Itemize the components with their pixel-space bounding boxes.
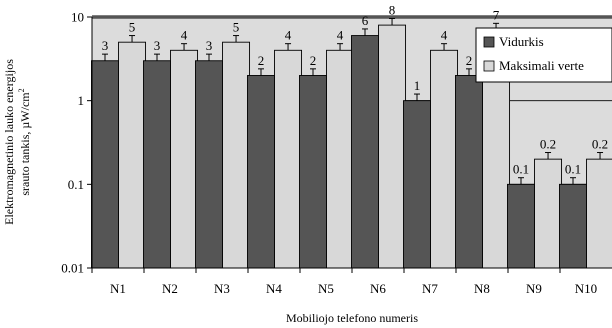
data-label: 2 (466, 53, 473, 68)
data-label: 2 (258, 53, 265, 68)
bar-maksimali-N1 (118, 41, 147, 269)
bar-maksimali-N2 (170, 49, 199, 269)
data-label: 1 (414, 78, 421, 93)
y-tick-label: 0.01 (61, 261, 84, 276)
bar-maksimali-N5 (326, 49, 355, 269)
y-axis-title-unit: srauto tankis, µW/cm (18, 92, 32, 196)
bar-vidurkis-N1 (91, 60, 119, 269)
bar-vidurkis-N4 (247, 75, 275, 269)
bar-vidurkis-N8 (455, 75, 483, 269)
x-tick-label: N5 (318, 281, 334, 296)
bar-maksimali-N3 (222, 41, 251, 269)
data-label: 0.2 (592, 137, 608, 152)
bar-maksimali-N4 (274, 49, 303, 269)
data-label: 0.1 (513, 162, 529, 177)
x-tick-label: N7 (422, 281, 438, 296)
data-label: 2 (310, 53, 317, 68)
legend-label-vidurkis: Vidurkis (499, 34, 544, 49)
data-label: 4 (285, 28, 292, 43)
data-label: 3 (206, 38, 213, 53)
y-ticks: 0.01 0.1 1 10 (61, 10, 92, 276)
bar-vidurkis-N5 (299, 75, 327, 269)
bar-vidurkis-N7 (403, 100, 431, 269)
bar-vidurkis-N6 (351, 35, 379, 269)
bar-vidurkis-N10 (559, 183, 587, 269)
bar-vidurkis-N2 (143, 60, 171, 269)
bar-maksimali-N7 (430, 49, 459, 269)
data-label: 3 (154, 38, 161, 53)
x-tick-label: N8 (474, 281, 490, 296)
data-label: 3 (102, 38, 109, 53)
x-ticks: N1 N2 N3 N4 N5 N6 N7 N8 N9 N10 (91, 268, 597, 296)
y-tick-label: 10 (71, 10, 84, 25)
data-label: 5 (129, 20, 136, 35)
x-axis-title: Mobiliojo telefono numeris (286, 311, 418, 325)
data-label: 8 (389, 2, 396, 17)
data-label: 0.1 (565, 162, 581, 177)
legend-box (475, 27, 612, 83)
bar-maksimali-N9 (534, 158, 563, 269)
y-axis-title-line2: srauto tankis, µW/cm2 (17, 88, 32, 195)
y-tick-label: 1 (78, 93, 85, 108)
data-label: 5 (233, 20, 240, 35)
data-label: 4 (441, 28, 448, 43)
y-axis-title: Elektromagnetinio lauko energijos srauto… (2, 59, 32, 225)
data-label: 6 (362, 13, 369, 28)
x-tick-label: N1 (110, 281, 126, 296)
legend-swatch-maksimali (483, 60, 495, 72)
data-label: 4 (337, 28, 344, 43)
x-tick-label: N10 (575, 281, 597, 296)
y-axis-title-superscript: 2 (17, 88, 26, 92)
x-tick-label: N4 (266, 281, 282, 296)
data-label: 0.2 (540, 137, 556, 152)
bar-maksimali-N6 (378, 24, 407, 269)
x-tick-label: N9 (526, 281, 542, 296)
data-labels: 3 5 3 4 3 5 2 4 2 4 6 8 1 4 2 7 0.1 0.2 0.1 0.2 (102, 2, 608, 176)
y-tick-label: 0.1 (68, 177, 84, 192)
x-tick-label: N2 (162, 281, 178, 296)
bar-vidurkis-N3 (195, 60, 223, 269)
data-label: 7 (493, 7, 500, 22)
legend-swatch-vidurkis (483, 36, 495, 48)
x-tick-label: N3 (214, 281, 230, 296)
bar-maksimali-N10 (586, 158, 612, 269)
bar-vidurkis-N9 (507, 183, 535, 269)
data-label: 4 (181, 28, 188, 43)
legend-label-maksimali: Maksimali verte (499, 58, 584, 73)
x-tick-label: N6 (370, 281, 386, 296)
legend: Vidurkis Maksimali verte (475, 27, 612, 83)
y-axis-title-line1: Elektromagnetinio lauko energijos (2, 59, 16, 225)
